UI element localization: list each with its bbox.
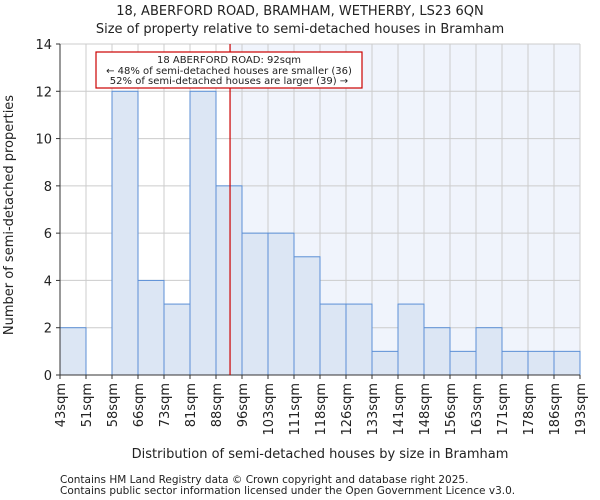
x-tick-label: 96sqm <box>236 383 251 427</box>
x-tick-label: 156sqm <box>444 383 459 436</box>
x-tick-label: 58sqm <box>106 383 121 427</box>
annotation-box <box>95 51 363 89</box>
bar <box>241 232 269 376</box>
bar <box>111 90 139 376</box>
x-tick-label: 118sqm <box>314 383 329 436</box>
x-tick-label: 163sqm <box>470 383 485 436</box>
x-tick-label: 141sqm <box>392 383 407 436</box>
x-tick-label: 51sqm <box>80 383 95 427</box>
x-tick-label: 171sqm <box>496 383 511 436</box>
x-tick-label: 178sqm <box>522 383 537 436</box>
x-tick-label: 73sqm <box>158 383 173 427</box>
annotation-line-3: 52% of semi-detached houses are larger (… <box>110 76 348 87</box>
bar <box>293 256 321 376</box>
y-tick-label: 4 <box>44 274 52 289</box>
bar <box>553 350 581 376</box>
bar <box>59 327 87 376</box>
x-tick-label: 111sqm <box>288 383 303 436</box>
bar <box>215 185 243 376</box>
bar <box>345 303 373 376</box>
bar <box>527 350 555 376</box>
y-tick-label: 2 <box>44 322 52 337</box>
x-axis-label: Distribution of semi-detached houses by … <box>132 447 509 462</box>
x-tick-label: 148sqm <box>418 383 433 436</box>
x-tick-label: 103sqm <box>262 383 277 436</box>
bar <box>423 327 451 376</box>
chart-subtitle: Size of property relative to semi-detach… <box>96 22 504 37</box>
bar <box>267 232 295 376</box>
footer-line-1: Contains HM Land Registry data © Crown c… <box>60 474 468 486</box>
x-tick-label: 193sqm <box>574 383 589 436</box>
x-tick-label: 66sqm <box>132 383 147 427</box>
y-tick-label: 14 <box>35 38 52 53</box>
bar <box>475 327 503 376</box>
annotation-line-2: ← 48% of semi-detached houses are smalle… <box>106 66 352 77</box>
y-tick-label: 6 <box>44 227 52 242</box>
bar <box>449 350 477 376</box>
bar <box>137 279 165 376</box>
bar <box>189 90 217 376</box>
x-tick-label: 43sqm <box>54 383 69 427</box>
y-tick-label: 12 <box>35 85 52 100</box>
bar <box>371 350 399 376</box>
x-tick-label: 81sqm <box>184 383 199 427</box>
bar <box>319 303 347 376</box>
x-tick-label: 133sqm <box>366 383 381 436</box>
y-tick-label: 0 <box>44 369 52 384</box>
footer-line-2: Contains public sector information licen… <box>60 485 515 497</box>
y-tick-label: 8 <box>44 180 52 195</box>
bar <box>501 350 529 376</box>
y-axis-label: Number of semi-detached properties <box>2 95 17 335</box>
bar <box>163 303 191 376</box>
y-tick-label: 10 <box>35 133 52 148</box>
chart-title: 18, ABERFORD ROAD, BRAMHAM, WETHERBY, LS… <box>116 4 483 19</box>
x-tick-label: 186sqm <box>548 383 563 436</box>
bar <box>397 303 425 376</box>
x-tick-label: 126sqm <box>340 383 355 436</box>
x-tick-label: 88sqm <box>210 383 225 427</box>
annotation-line-1: 18 ABERFORD ROAD: 92sqm <box>157 55 301 66</box>
